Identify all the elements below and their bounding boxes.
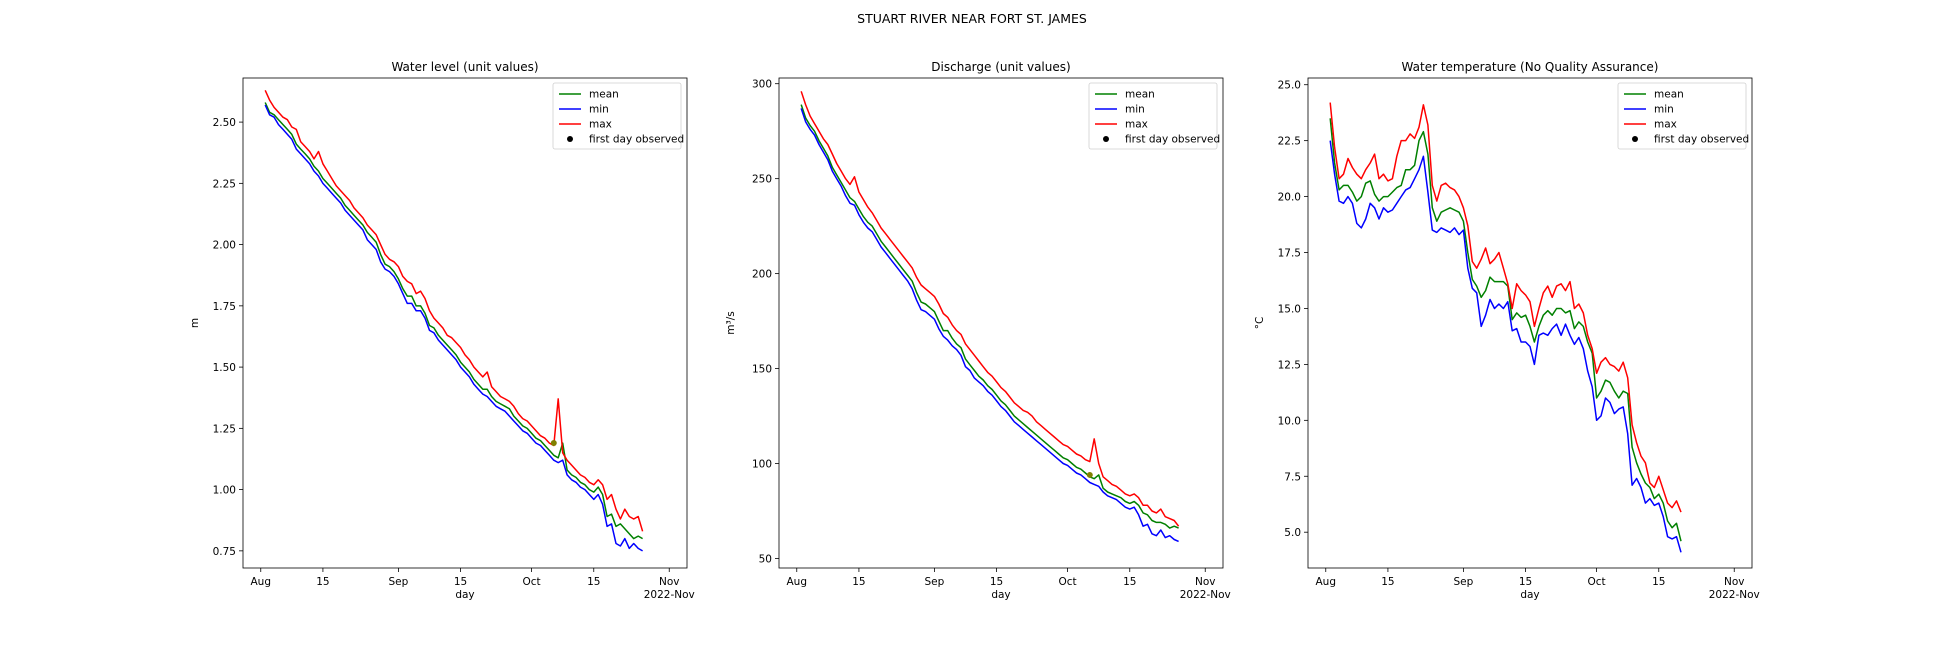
x-tick-label: 15 — [316, 576, 329, 588]
figure-title: STUART RIVER NEAR FORT ST. JAMES — [857, 11, 1087, 26]
chart-water-temperature: Water temperature (No Quality Assurance)… — [1254, 60, 1760, 601]
series-line-mean — [1329, 118, 1682, 542]
x-tick-label: Nov — [1195, 576, 1216, 588]
legend-box — [1617, 82, 1747, 150]
x-tick-label: Nov — [659, 576, 680, 588]
x-tick-label: 15 — [990, 576, 1003, 588]
legend-label: first day observed — [589, 134, 684, 146]
series-line-min — [264, 104, 643, 552]
x-tick-label: 15 — [1381, 576, 1394, 588]
y-tick-label: 150 — [752, 364, 772, 376]
x-tick-label: 15 — [1652, 576, 1665, 588]
y-tick-label: 100 — [752, 459, 772, 471]
x-tick-label: Aug — [1316, 576, 1337, 588]
legend: mean min max first day observed — [552, 82, 684, 150]
legend-box — [552, 82, 682, 150]
y-tick-label: 1.50 — [213, 362, 236, 374]
legend-label: first day observed — [1654, 134, 1749, 146]
legend-marker-first-day — [1632, 136, 1638, 142]
y-tick-label: 10.0 — [1278, 415, 1301, 427]
y-tick-label: 1.75 — [213, 301, 236, 313]
y-tick-label: 20.0 — [1278, 192, 1301, 204]
x-tick-sublabel: 2022-Nov — [1709, 589, 1760, 601]
plot-frame — [242, 77, 688, 569]
legend: mean min max first day observed — [1088, 82, 1220, 150]
legend-label: min — [1125, 104, 1145, 116]
y-tick-label: 300 — [752, 79, 772, 91]
y-tick-label: 12.5 — [1278, 359, 1301, 371]
plot-title: Water level (unit values) — [391, 60, 538, 74]
x-tick-label: 15 — [1519, 576, 1532, 588]
x-tick-label: Aug — [787, 576, 808, 588]
y-tick-label: 1.00 — [213, 485, 236, 497]
first-day-marker — [1086, 471, 1093, 478]
x-tick-label: 15 — [1123, 576, 1136, 588]
legend-label: max — [1654, 119, 1677, 131]
series-line-min — [1329, 140, 1682, 553]
series-line-max — [264, 89, 644, 532]
y-tick-label: 2.25 — [213, 178, 236, 190]
x-tick-label: 15 — [454, 576, 467, 588]
plot-frame — [778, 77, 1224, 569]
y-tick-label: 50 — [759, 554, 772, 566]
x-tick-label: 15 — [587, 576, 600, 588]
legend-label: first day observed — [1125, 134, 1220, 146]
y-tick-label: 25.0 — [1278, 80, 1301, 92]
legend-label: max — [1125, 119, 1148, 131]
legend-label: mean — [589, 89, 619, 101]
x-tick-label: Sep — [1454, 576, 1474, 588]
series-line-mean — [800, 104, 1179, 529]
y-tick-label: 17.5 — [1278, 248, 1301, 260]
x-tick-label: 15 — [852, 576, 865, 588]
y-tick-label: 2.50 — [213, 117, 236, 129]
legend-label: min — [1654, 104, 1674, 116]
y-tick-label: 15.0 — [1278, 303, 1301, 315]
y-axis-label: m³/s — [725, 311, 737, 334]
x-tick-sublabel: 2022-Nov — [1180, 589, 1231, 601]
x-tick-sublabel: 2022-Nov — [644, 589, 695, 601]
series-line-max — [1329, 102, 1682, 513]
x-tick-label: Aug — [251, 576, 272, 588]
y-tick-label: 2.00 — [213, 240, 236, 252]
x-tick-label: Oct — [1588, 576, 1606, 588]
series-line-mean — [264, 102, 643, 540]
chart-water-level: Water level (unit values) 0.75 1.00 1.25 1.5… — [189, 60, 695, 601]
plot-frame — [1307, 77, 1753, 569]
y-tick-label: 5.0 — [1284, 527, 1301, 539]
y-tick-label: 0.75 — [213, 546, 236, 558]
series-line-min — [800, 108, 1179, 543]
x-tick-label: Nov — [1724, 576, 1745, 588]
legend-label: mean — [1654, 89, 1684, 101]
y-axis-label: m — [189, 318, 201, 328]
x-axis-label: day — [991, 589, 1010, 601]
y-tick-label: 1.25 — [213, 423, 236, 435]
y-tick-label: 250 — [752, 174, 772, 186]
legend-marker-first-day — [567, 136, 573, 142]
legend: mean min max first day observed — [1617, 82, 1749, 150]
legend-box — [1088, 82, 1218, 150]
legend-marker-first-day — [1103, 136, 1109, 142]
x-axis-label: day — [1520, 589, 1539, 601]
first-day-marker — [550, 440, 557, 447]
y-tick-label: 7.5 — [1284, 471, 1301, 483]
x-tick-label: Oct — [1059, 576, 1077, 588]
plot-title: Water temperature (No Quality Assurance) — [1402, 60, 1659, 74]
x-axis-label: day — [455, 589, 474, 601]
x-tick-label: Oct — [523, 576, 541, 588]
y-axis-label: °C — [1254, 317, 1266, 330]
y-tick-label: 22.5 — [1278, 136, 1301, 148]
chart-discharge: Discharge (unit values) 50 100 150 200 250 300… — [725, 60, 1231, 601]
series-line-max — [800, 91, 1180, 527]
legend-label: max — [589, 119, 612, 131]
legend-label: min — [589, 104, 609, 116]
y-tick-label: 200 — [752, 269, 772, 281]
x-tick-label: Sep — [925, 576, 945, 588]
legend-label: mean — [1125, 89, 1155, 101]
plot-title: Discharge (unit values) — [931, 60, 1070, 74]
x-tick-label: Sep — [389, 576, 409, 588]
